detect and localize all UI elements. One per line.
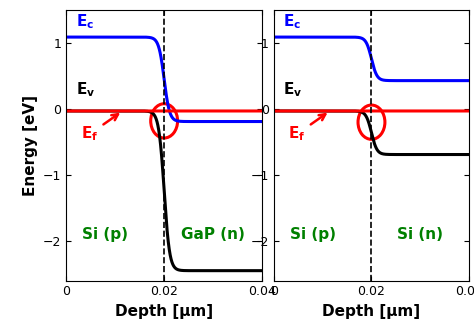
- Text: Si (p): Si (p): [290, 227, 336, 242]
- Text: $\mathbf{E_c}$: $\mathbf{E_c}$: [283, 12, 301, 31]
- Text: $\mathbf{E_v}$: $\mathbf{E_v}$: [76, 80, 95, 99]
- X-axis label: Depth [μm]: Depth [μm]: [115, 304, 213, 319]
- Text: $\mathbf{E_v}$: $\mathbf{E_v}$: [283, 80, 303, 99]
- Y-axis label: Energy [eV]: Energy [eV]: [23, 95, 37, 196]
- Text: Si (p): Si (p): [82, 227, 128, 242]
- X-axis label: Depth [μm]: Depth [μm]: [322, 304, 420, 319]
- Text: $\mathbf{E_c}$: $\mathbf{E_c}$: [76, 12, 94, 31]
- Text: $\mathbf{E_f}$: $\mathbf{E_f}$: [288, 114, 325, 143]
- Text: Si (n): Si (n): [397, 227, 443, 242]
- Text: GaP (n): GaP (n): [181, 227, 245, 242]
- Text: $\mathbf{E_f}$: $\mathbf{E_f}$: [81, 114, 118, 143]
